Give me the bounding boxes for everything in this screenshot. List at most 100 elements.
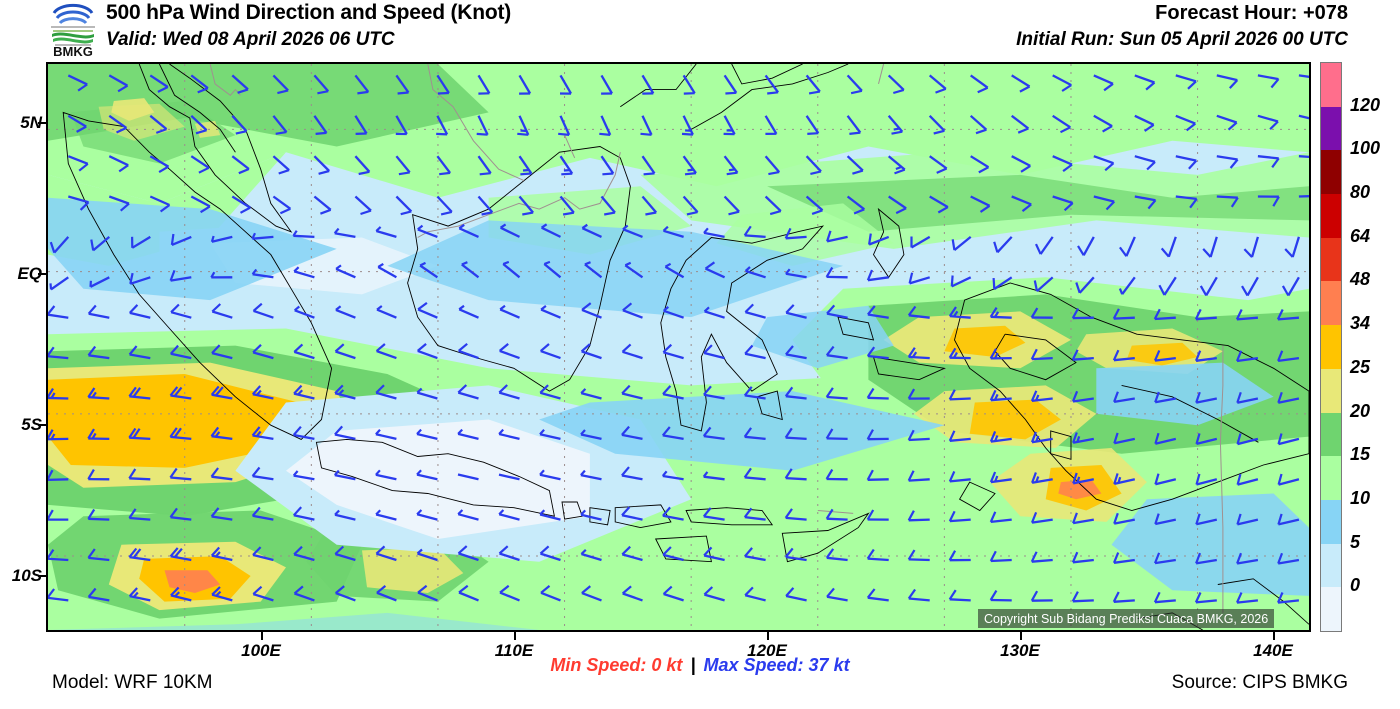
- wind-barb: [1281, 276, 1300, 297]
- barb-staff: [457, 473, 479, 481]
- wind-barb: [1175, 155, 1198, 170]
- barb-staff: [458, 552, 479, 562]
- wind-barb: [950, 275, 972, 288]
- barb-full: [849, 131, 861, 135]
- wind-barb: [1093, 74, 1114, 92]
- barb-half: [335, 264, 342, 270]
- barb-staff: [622, 592, 643, 602]
- barb-staff: [581, 552, 602, 562]
- barb-full: [417, 584, 428, 594]
- barb-half: [664, 262, 672, 268]
- colorbar[interactable]: [1320, 62, 1342, 632]
- barb-full: [993, 241, 999, 253]
- barb-full: [1243, 248, 1253, 258]
- lon-tick-100e: [261, 632, 263, 640]
- barb-full: [662, 546, 672, 556]
- barb-full: [645, 211, 657, 216]
- barb-staff: [541, 226, 562, 238]
- barb-half: [1076, 476, 1081, 483]
- barb-full: [293, 384, 303, 395]
- barb-full: [743, 427, 752, 438]
- wind-barb: [825, 548, 848, 562]
- wind-barb: [948, 470, 971, 483]
- wind-barb: [970, 74, 989, 94]
- barb-full: [334, 545, 345, 555]
- wind-barb: [867, 305, 889, 319]
- wind-barb: [1113, 512, 1136, 525]
- wind-barb: [231, 115, 248, 135]
- barb-staff: [1011, 195, 1032, 206]
- barb-staff: [785, 235, 807, 240]
- wind-barb: [1298, 74, 1309, 78]
- barb-staff: [867, 396, 889, 400]
- wind-barb: [1119, 236, 1136, 257]
- barb-staff: [272, 74, 289, 92]
- barb-staff: [785, 395, 807, 400]
- barb-staff: [375, 391, 397, 400]
- page-title: 500 hPa Wind Direction and Speed (Knot): [106, 1, 512, 24]
- barb-staff: [211, 475, 233, 481]
- barb-staff: [580, 391, 602, 400]
- barb-staff: [826, 395, 848, 400]
- barb-staff: [395, 115, 408, 135]
- wind-barb: [928, 74, 947, 94]
- barb-full: [457, 545, 468, 555]
- wind-barb: [169, 270, 192, 282]
- speed-range-label: Min Speed: 0 kt | Max Speed: 37 kt: [0, 655, 1400, 676]
- barb-staff: [826, 312, 848, 319]
- barb-full: [237, 88, 249, 94]
- barb-half: [499, 304, 506, 311]
- wind-barb: [805, 115, 820, 135]
- barb-staff: [293, 553, 315, 562]
- barb-half: [581, 223, 588, 230]
- wind-barb: [375, 343, 397, 360]
- barb-half: [214, 431, 221, 438]
- barb-full: [1154, 513, 1160, 525]
- barb-staff: [785, 353, 807, 360]
- barb-full: [853, 208, 865, 215]
- wind-barb: [662, 546, 684, 562]
- wind-barb: [764, 115, 778, 135]
- barb-staff: [108, 195, 130, 205]
- barb-half: [520, 129, 527, 133]
- barb-full: [211, 344, 221, 354]
- weather-map-plot[interactable]: [46, 62, 1311, 632]
- barb-staff: [846, 155, 864, 172]
- wind-barb: [190, 195, 211, 214]
- wind-barb: [846, 195, 865, 215]
- barb-staff: [641, 115, 653, 136]
- barb-staff: [88, 556, 110, 562]
- barb-staff: [1250, 236, 1260, 258]
- barb-full: [558, 132, 570, 136]
- wind-barb: [1052, 74, 1072, 92]
- barb-staff: [1052, 74, 1072, 87]
- barb-half: [584, 261, 591, 266]
- wind-barb: [1072, 432, 1095, 444]
- barb-full: [1075, 282, 1081, 294]
- barb-staff: [744, 555, 766, 562]
- barb-full: [173, 427, 182, 438]
- wind-barb: [1153, 308, 1176, 321]
- barb-full: [825, 387, 834, 398]
- barb-half: [333, 227, 340, 234]
- barb-staff: [129, 311, 151, 319]
- wind-barb: [907, 347, 930, 360]
- wind-barb: [210, 507, 233, 521]
- barb-half: [292, 470, 299, 477]
- barb-staff: [252, 434, 274, 441]
- barb-staff: [621, 433, 643, 441]
- barb-full: [1270, 78, 1280, 89]
- barb-staff: [477, 195, 494, 214]
- barb-staff: [868, 235, 890, 246]
- barb-staff: [600, 115, 612, 136]
- barb-half: [50, 433, 56, 440]
- barb-staff: [662, 434, 684, 441]
- barb-half: [540, 305, 547, 311]
- barb-staff: [908, 314, 930, 319]
- barb-staff: [1155, 437, 1177, 445]
- barb-staff: [1072, 518, 1094, 525]
- barb-full: [440, 210, 453, 216]
- wind-barb: [89, 276, 110, 288]
- lat-label-10s: 10S: [11, 566, 42, 585]
- barb-half: [375, 469, 381, 476]
